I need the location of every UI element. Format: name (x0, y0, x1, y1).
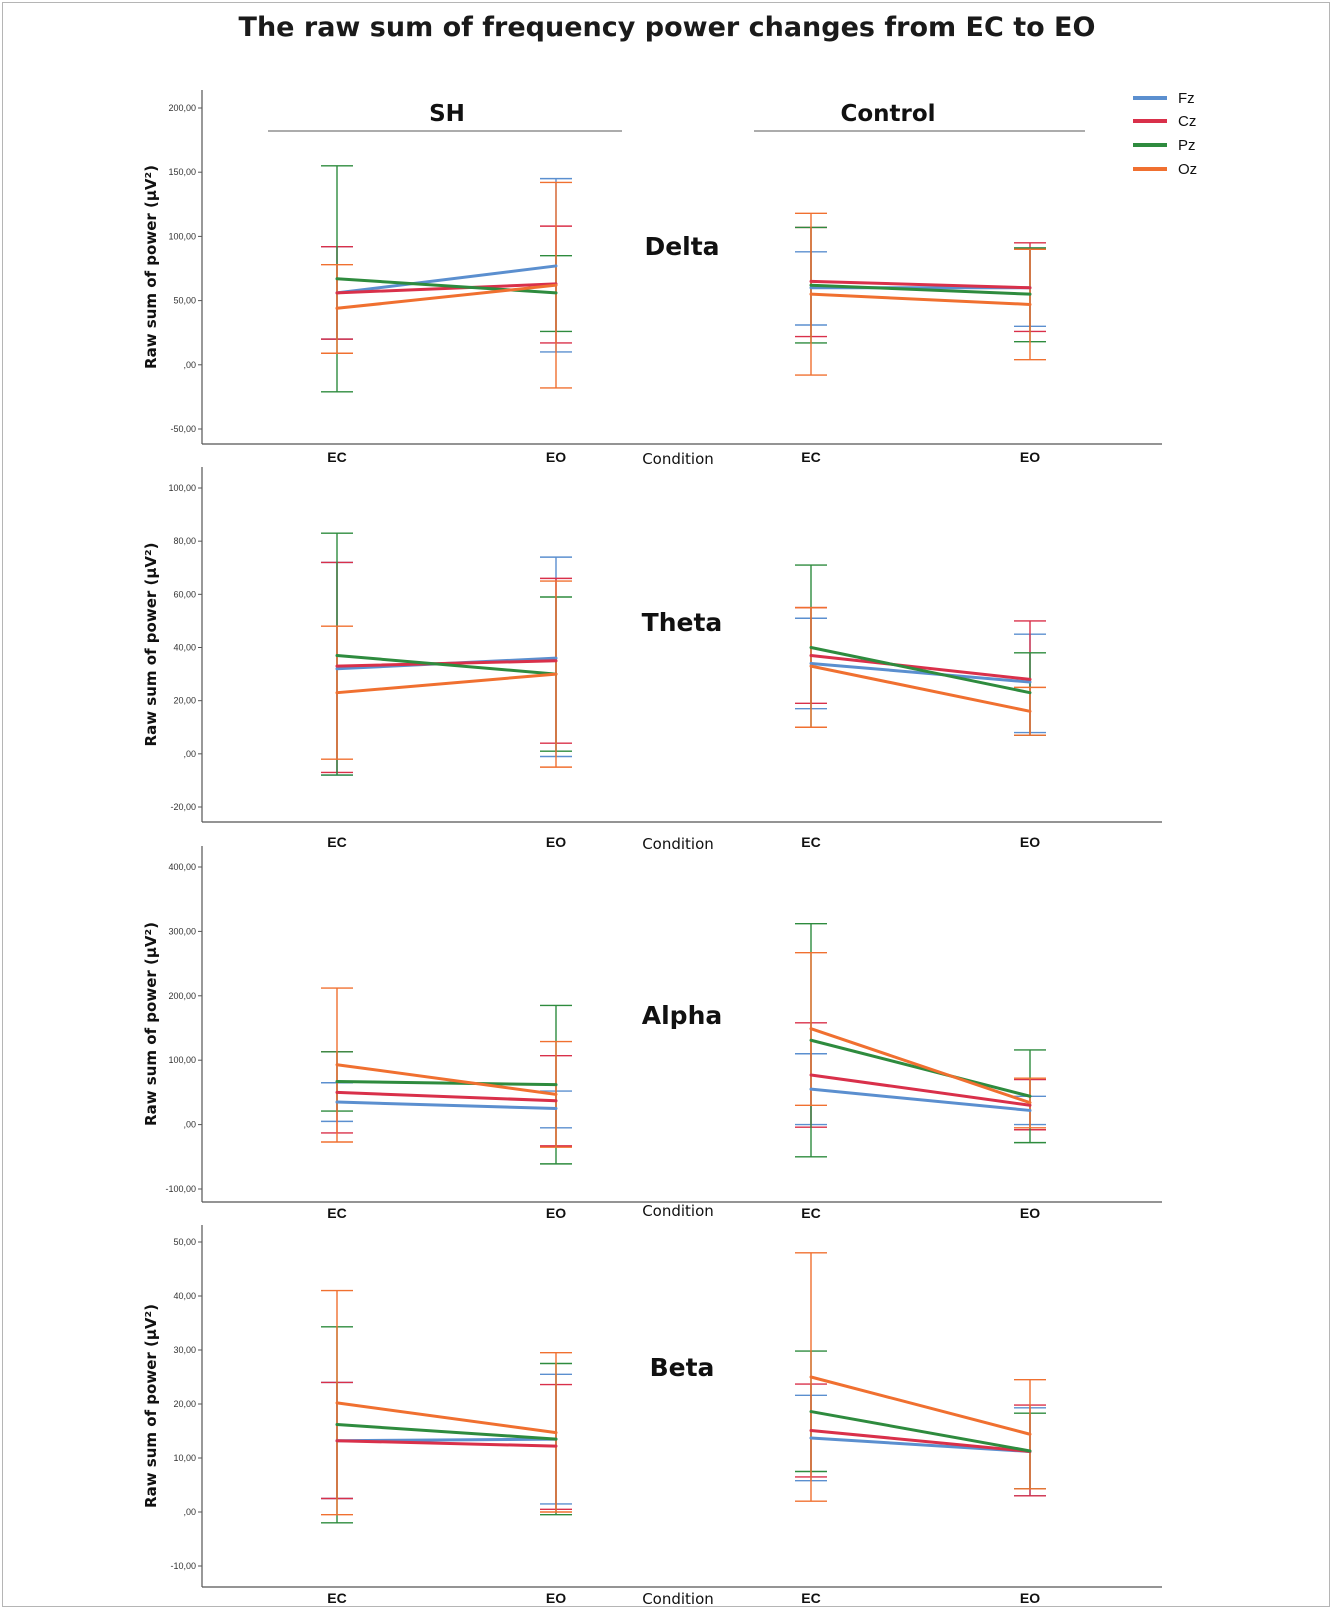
series-line-cz-control (809, 279, 1032, 290)
y-tick-label: 400,00 (168, 862, 196, 872)
y-tick-label: 100,00 (168, 1055, 196, 1065)
series-line-pz-sh (335, 653, 558, 676)
y-tick-label: -20,00 (170, 802, 196, 812)
x-tick-label-eo: EO (1020, 1590, 1040, 1606)
x-axis-label: Condition (642, 1590, 714, 1608)
y-tick-label: ,00 (183, 360, 196, 370)
legend: Fz Cz Pz Oz (1133, 90, 1197, 178)
series-line-cz-sh (335, 282, 558, 295)
x-tick-label-ec: EC (801, 1205, 820, 1221)
series-line-pz-control (809, 646, 1032, 695)
series-line-pz-control (809, 1410, 1032, 1453)
series-line-fz-sh (335, 1100, 558, 1110)
x-tick-label-ec: EC (327, 1590, 346, 1606)
series-line-cz-control (809, 1073, 1032, 1107)
series-line-cz-sh (335, 1090, 558, 1103)
y-axis-label: Raw sum of power (µV²) (142, 543, 160, 747)
series-line-fz-sh (335, 264, 558, 295)
y-tick-label: 80,00 (173, 536, 196, 546)
x-tick-label-eo: EO (546, 1590, 566, 1606)
series-line-cz-sh (335, 1439, 558, 1448)
y-tick-label: 50,00 (173, 1237, 196, 1247)
group-label-sh: SH (429, 101, 465, 127)
x-tick-label-ec: EC (327, 449, 346, 465)
x-tick-label-ec: EC (327, 1205, 346, 1221)
band-label: Delta (644, 232, 719, 261)
band-label: Beta (650, 1353, 715, 1382)
series-line-oz-control (809, 292, 1032, 306)
legend-label-cz: Cz (1178, 113, 1196, 130)
series-line-cz-control (809, 653, 1032, 681)
group-headers: SH Control (268, 101, 1085, 132)
x-tick-label-ec: EC (801, 834, 820, 850)
x-tick-label-eo: EO (546, 834, 566, 850)
y-tick-label: ,00 (183, 1120, 196, 1130)
series-line-oz-sh (335, 672, 558, 695)
legend-label-fz: Fz (1178, 90, 1195, 107)
x-tick-label-ec: EC (327, 834, 346, 850)
x-axis-label: Condition (642, 1202, 714, 1220)
x-tick-label-eo: EO (546, 1205, 566, 1221)
y-tick-label: -10,00 (170, 1561, 196, 1571)
y-tick-label: 10,00 (173, 1453, 196, 1463)
x-tick-label-ec: EC (801, 449, 820, 465)
series-line-pz-control (809, 1038, 1032, 1098)
y-tick-label: 200,00 (168, 103, 196, 113)
y-tick-label: 150,00 (168, 167, 196, 177)
y-tick-label: 100,00 (168, 483, 196, 493)
y-axis-label: Raw sum of power (µV²) (142, 922, 160, 1126)
series-line-oz-control (809, 1027, 1032, 1105)
series-line-pz-sh (335, 1079, 558, 1087)
x-axis-label: Condition (642, 835, 714, 853)
chart-title: The raw sum of frequency power changes f… (238, 12, 1096, 43)
y-tick-label: -50,00 (170, 424, 196, 434)
x-tick-label-eo: EO (1020, 834, 1040, 850)
legend-label-oz: Oz (1178, 161, 1197, 178)
x-tick-label-eo: EO (546, 449, 566, 465)
series-line-fz-control (809, 661, 1032, 684)
band-label: Theta (642, 608, 723, 637)
panel-theta: -20,00 ,00 20,00 40,00 60,00 80,00 100,00 Raw s… (142, 467, 1162, 853)
legend-label-pz: Pz (1178, 137, 1196, 154)
panel-delta: -50,00 ,00 50,00 100,00 150,00 200,00 Raw sum … (142, 90, 1162, 468)
y-tick-label: 30,00 (173, 1345, 196, 1355)
x-tick-label-ec: EC (801, 1590, 820, 1606)
y-tick-label: 60,00 (173, 589, 196, 599)
series-line-oz-sh (335, 1401, 558, 1435)
x-axis-label: Condition (642, 450, 714, 468)
series-line-oz-sh (335, 283, 558, 310)
panel-beta: -10,00 ,00 10,00 20,00 30,00 40,00 50,00 Raw su… (142, 1225, 1162, 1608)
series-line-oz-control (809, 1375, 1032, 1436)
y-axis-label: Raw sum of power (µV²) (142, 165, 160, 369)
y-tick-label: 20,00 (173, 1399, 196, 1409)
y-tick-label: 300,00 (168, 926, 196, 936)
panel-alpha: -100,00 ,00 100,00 200,00 300,00 400,00 Raw su… (142, 846, 1162, 1221)
series-line-oz-sh (335, 1063, 558, 1096)
series-line-oz-control (809, 664, 1032, 713)
x-tick-label-eo: EO (1020, 449, 1040, 465)
y-tick-label: 200,00 (168, 991, 196, 1001)
y-tick-label: 100,00 (168, 231, 196, 241)
series-line-pz-sh (335, 1423, 558, 1441)
x-tick-label-eo: EO (1020, 1205, 1040, 1221)
series-line-pz-control (809, 283, 1032, 296)
band-label: Alpha (642, 1001, 722, 1030)
panels-layer: -50,00 ,00 50,00 100,00 150,00 200,00 Raw sum … (142, 90, 1162, 1608)
series-line-cz-control (809, 1428, 1032, 1454)
y-tick-label: ,00 (183, 749, 196, 759)
y-axis-label: Raw sum of power (µV²) (142, 1304, 160, 1508)
series-line-fz-control (809, 1087, 1032, 1112)
group-label-control: Control (840, 101, 935, 127)
y-tick-label: 50,00 (173, 296, 196, 306)
y-tick-label: 40,00 (173, 643, 196, 653)
y-tick-label: 20,00 (173, 696, 196, 706)
y-tick-label: ,00 (183, 1507, 196, 1517)
y-tick-label: 40,00 (173, 1291, 196, 1301)
y-tick-label: -100,00 (165, 1184, 196, 1194)
